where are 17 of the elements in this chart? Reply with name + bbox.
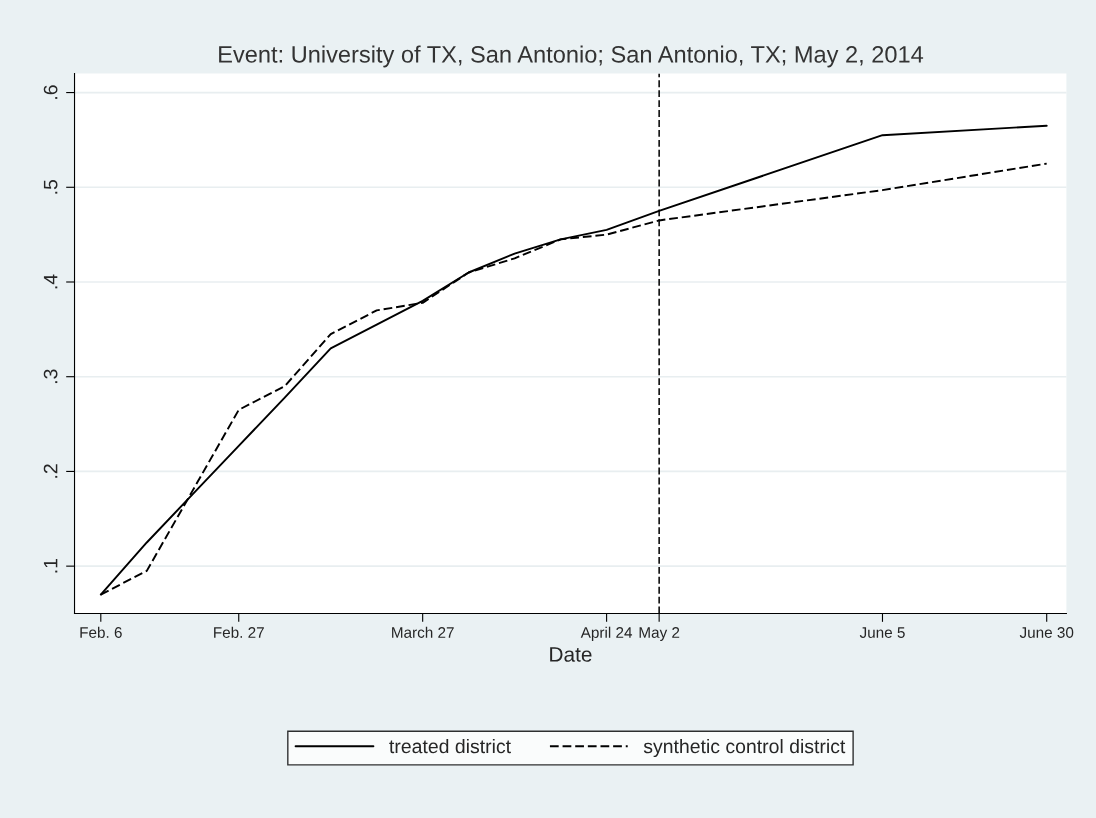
- y-tick-label: .5: [43, 179, 58, 194]
- x-tick-label: Feb. 27: [214, 626, 264, 638]
- y-tick-label: .4: [43, 274, 58, 289]
- y-tick-label: .1: [43, 558, 58, 573]
- chart-title: Event: University of TX, San Antonio; San Antonio, TX; May 2, 2014: [219, 45, 924, 68]
- x-tick-label: May 2: [639, 627, 680, 641]
- y-tick-label: .2: [43, 464, 58, 478]
- x-tick-label: June 30: [1019, 627, 1074, 638]
- x-tick-label: April 24: [580, 626, 633, 641]
- x-tick-label: March 27: [392, 626, 454, 638]
- y-tick-label: .6: [43, 85, 58, 99]
- legend-label: synthetic control district: [643, 738, 846, 758]
- x-tick-label: June 5: [859, 627, 905, 638]
- y-tick-label: .3: [43, 369, 58, 384]
- x-tick-label: Feb. 6: [80, 626, 122, 638]
- legend-label: treated district: [389, 738, 511, 754]
- x-axis-title: Date: [550, 647, 592, 662]
